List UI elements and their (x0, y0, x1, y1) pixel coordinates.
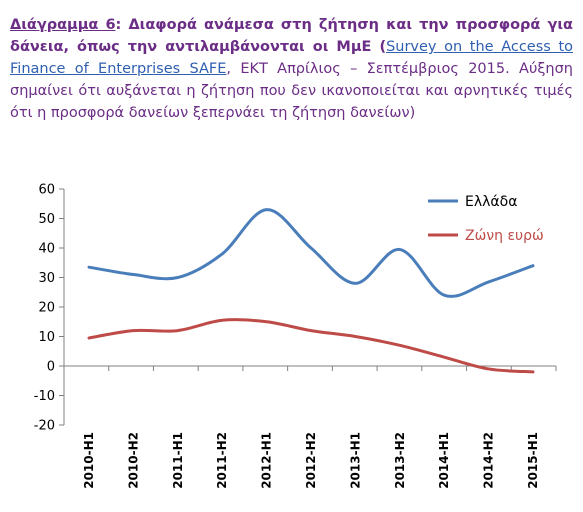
source-link[interactable]: Survey on the Access to Finance of Enter… (10, 39, 573, 77)
caption-source-rest: , ΕΚΤ Απρίλιος – Σεπτέμβριος 2015. Αύξησ… (10, 61, 573, 121)
y-tick-label: 50 (38, 212, 55, 227)
x-axis: 2010-H1 2010-H2 2011-H1 2011-H2 2012-H1 2012-… (63, 365, 557, 489)
y-axis: 60 50 40 30 20 10 0 -10 -20 (34, 183, 65, 434)
x-tick-label: 2010-H1 (82, 432, 96, 489)
x-tick-label: 2011-H1 (171, 432, 185, 489)
series-line-eurozone (87, 318, 535, 374)
x-tick-label: 2012-H2 (304, 432, 318, 489)
legend-label: Ζώνη ευρώ (465, 228, 544, 244)
series-line-greece (87, 208, 535, 298)
y-tick-label: 20 (38, 301, 55, 316)
series-lines (87, 208, 535, 374)
line-chart: 60 50 40 30 20 10 0 -10 -20 2010-H1 2010-H2 2011-H… (34, 183, 557, 489)
x-tick-label: 2010-H2 (126, 432, 140, 489)
chart-caption: Διάγραμμα 6: Διαφορά ανάμεσα στη ζήτηση … (10, 14, 573, 124)
legend-label: Ελλάδα (465, 194, 517, 210)
x-tick-label: 2012-H1 (260, 432, 274, 489)
y-tick-label: -10 (34, 389, 55, 404)
x-tick-label: 2013-H1 (348, 432, 362, 489)
caption-label: Διάγραμμα 6 (10, 17, 116, 33)
x-tick-label: 2015-H1 (526, 432, 540, 489)
y-tick-label: -20 (34, 419, 55, 434)
y-tick-label: 60 (38, 183, 55, 198)
y-tick-label: 10 (38, 330, 55, 345)
caption-lead: Διάγραμμα 6: Διαφορά ανάμεσα στη ζήτηση … (10, 17, 573, 55)
x-tick-label: 2014-H2 (482, 432, 496, 489)
chart-legend: Ελλάδα Ζώνη ευρώ (428, 194, 544, 244)
y-tick-label: 0 (47, 360, 55, 375)
y-tick-label: 40 (38, 242, 55, 257)
x-tick-label: 2014-H1 (437, 432, 451, 489)
x-tick-label: 2013-H2 (393, 432, 407, 489)
x-tick-label: 2011-H2 (215, 432, 229, 489)
caption-title: : Διαφορά ανάμεσα στη ζήτηση και την προ… (10, 17, 573, 55)
y-tick-label: 30 (38, 271, 55, 286)
